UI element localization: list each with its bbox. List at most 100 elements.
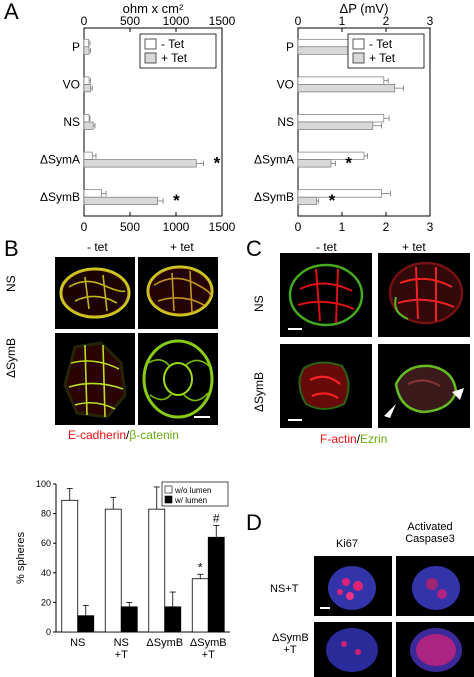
tick-label-top: 500 [120, 14, 140, 28]
bar [77, 615, 95, 633]
legend-swatch [144, 52, 157, 64]
significance-mark: * [345, 154, 352, 173]
b-col-label-plus-tet: + tet [170, 240, 194, 254]
legend-label: + Tet [161, 51, 188, 65]
bar [297, 76, 385, 85]
b-row-label-dsymb: ΔSymB [4, 337, 18, 378]
category-label: NS [114, 637, 129, 649]
y-tick-label: 100 [36, 479, 51, 489]
category-label: ΔSymA [40, 153, 80, 167]
chart-a-resistance: ohm x cm² 0 0 500 500 1000 1000 1500 1500 P VO NS ΔS… [40, 1, 236, 234]
tick-label-bottom: 1500 [209, 220, 236, 234]
bar [83, 114, 90, 123]
micrograph-b-ns-plus-tet [138, 257, 218, 329]
b-row-label-ns: NS [4, 275, 18, 292]
tick-label-top: 2 [383, 14, 390, 28]
d-row-label-dsymb: ΔSymB +T [272, 632, 309, 656]
tick-label-bottom: 3 [427, 220, 434, 234]
bar [297, 151, 365, 160]
caption-sep: / [126, 428, 130, 442]
bar [297, 159, 332, 168]
y-tick-label: 80 [41, 509, 51, 519]
y-axis-label: % spheres [15, 532, 27, 584]
d-col-label-ki67: Ki67 [336, 538, 359, 550]
bar [83, 159, 197, 168]
d-col-label-caspase-line2: Caspase3 [405, 533, 455, 545]
tick-label-top: 1500 [209, 14, 236, 28]
micrograph-b-dsymb-minus-tet [55, 333, 135, 425]
caption-f-actin: F-actin [320, 432, 357, 446]
b-stain-caption: E-cadherin/β-catenin [68, 428, 179, 442]
chart-title: ohm x cm² [123, 1, 184, 16]
bar [83, 189, 102, 198]
annotation-mark: # [213, 511, 220, 525]
category-label: NS [277, 115, 294, 129]
d-col-label-caspase-line1: Activated [407, 521, 453, 533]
c-col-label-plus-tet: + tet [402, 240, 426, 254]
category-label: ΔSymA [254, 153, 294, 167]
micrograph-d-dsymb-caspase [396, 622, 474, 677]
legend-box [161, 481, 229, 507]
tick-label-bottom: 2 [383, 220, 390, 234]
bar [297, 196, 317, 206]
caption-e-cadherin: E-cadherin [68, 428, 127, 442]
bar [61, 499, 79, 633]
bar [148, 508, 166, 633]
category-label: +T [115, 649, 128, 661]
legend-swatch [352, 52, 365, 64]
category-label: +T [202, 649, 215, 661]
y-tick-label: 20 [41, 597, 51, 607]
category-label: ΔSymB [40, 190, 80, 204]
legend-label: w/ lumen [174, 496, 207, 505]
bar [207, 536, 225, 633]
tick-label-bottom: 1 [339, 220, 346, 234]
bar [297, 114, 385, 123]
legend-label: w/o lumen [174, 486, 211, 495]
tick-label-top: 3 [427, 14, 434, 28]
caption-beta-catenin: β-catenin [129, 428, 179, 442]
significance-mark: * [329, 191, 336, 210]
legend-swatch [144, 38, 157, 50]
d-col-label-caspase: Activated Caspase3 [395, 521, 465, 545]
panel-letter-c: C [246, 236, 262, 261]
bar [297, 84, 396, 93]
y-tick-label: 60 [41, 538, 51, 548]
category-label: NS [63, 115, 80, 129]
c-stain-caption: F-actin/Ezrin [320, 432, 387, 446]
panel-letter-d: D [246, 510, 262, 535]
micrograph-c-dsymb-plus-tet [378, 344, 470, 428]
bar [83, 38, 89, 48]
legend-label: - Tet [369, 37, 393, 51]
category-label: ΔSymB [146, 637, 183, 649]
bar [83, 151, 93, 160]
bar [120, 606, 138, 633]
category-label: ΔSymB [190, 637, 227, 649]
significance-mark: * [214, 154, 221, 173]
c-row-label-dsymb: ΔSymB [252, 371, 266, 412]
tick-label-bottom: 0 [81, 220, 88, 234]
c-row-label-ns: NS [252, 295, 266, 312]
category-label: ΔSymB [254, 190, 294, 204]
bar [83, 46, 90, 55]
legend-swatch [164, 485, 173, 494]
micrograph-d-ns-caspase [396, 556, 474, 616]
bar [164, 606, 182, 633]
tick-label-top: 1000 [163, 14, 190, 28]
tick-label-top: 0 [81, 14, 88, 28]
chart-a-potential: ΔP (mV) 0 0 1 1 2 2 3 3 P VO NS ΔSymA * ΔSymB * - Tet+ T… [254, 1, 434, 234]
micrograph-d-ns-ki67 [314, 556, 392, 616]
category-label: VO [277, 77, 294, 91]
micrograph-c-ns-plus-tet [378, 253, 470, 337]
bar [297, 121, 374, 130]
bar [297, 189, 382, 198]
tick-label-bottom: 0 [295, 220, 302, 234]
annotation-mark: * [198, 560, 203, 574]
legend-label: - Tet [161, 37, 185, 51]
tick-label-top: 0 [295, 14, 302, 28]
d-row-label-ns: NS+T [270, 583, 299, 595]
d-row-label-dsymb-line2: +T [283, 644, 297, 656]
category-label: VO [63, 77, 80, 91]
bar [83, 84, 91, 93]
tick-label-top: 1 [339, 14, 346, 28]
